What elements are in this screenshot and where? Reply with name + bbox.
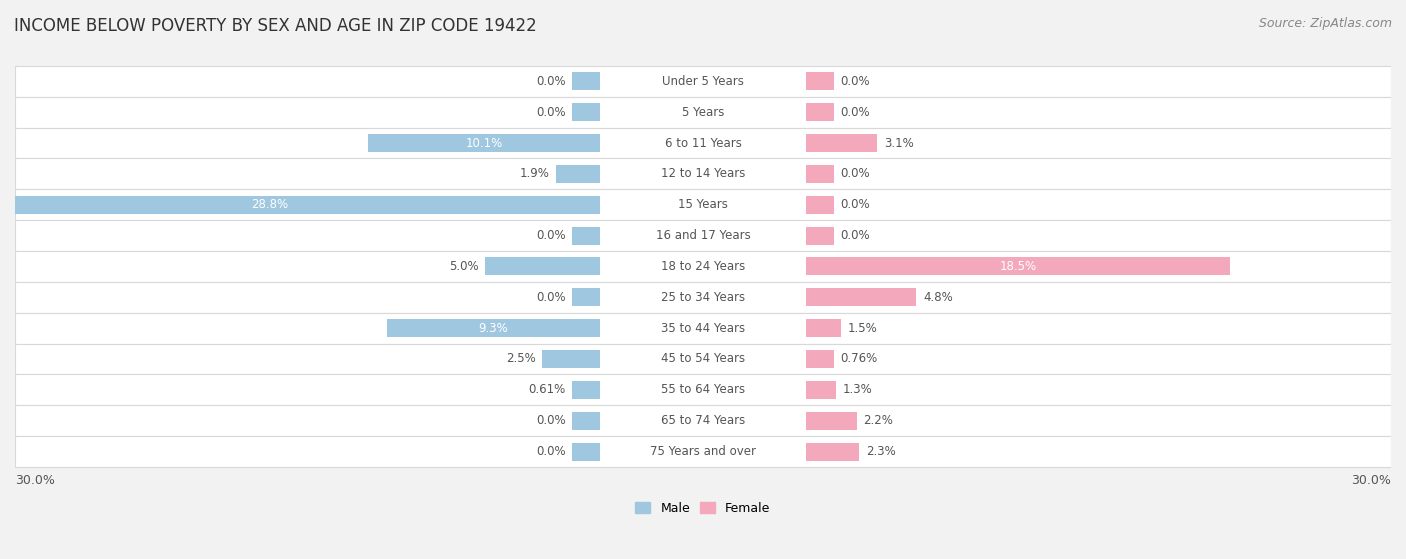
Bar — [485, 258, 600, 276]
Bar — [806, 103, 834, 121]
Bar — [15, 375, 1391, 405]
Bar — [15, 282, 1391, 312]
Bar — [557, 165, 600, 183]
Bar — [15, 66, 1391, 97]
Text: 18 to 24 Years: 18 to 24 Years — [661, 260, 745, 273]
Text: 0.61%: 0.61% — [529, 383, 565, 396]
Text: 30.0%: 30.0% — [15, 474, 55, 487]
Text: 5 Years: 5 Years — [682, 106, 724, 119]
Bar — [15, 436, 1391, 467]
Text: 0.0%: 0.0% — [536, 291, 565, 304]
Text: 9.3%: 9.3% — [478, 321, 508, 335]
Bar — [572, 443, 600, 461]
Bar — [806, 196, 834, 214]
Bar — [806, 165, 834, 183]
Text: 10.1%: 10.1% — [465, 136, 502, 149]
Bar — [368, 134, 600, 152]
Bar — [15, 97, 1391, 127]
Bar — [806, 412, 856, 430]
Text: 3.1%: 3.1% — [884, 136, 914, 149]
Text: 0.0%: 0.0% — [536, 445, 565, 458]
Bar — [806, 72, 834, 90]
Bar — [572, 412, 600, 430]
Bar — [387, 319, 600, 337]
Text: 75 Years and over: 75 Years and over — [650, 445, 756, 458]
Text: 0.0%: 0.0% — [841, 106, 870, 119]
Bar — [572, 288, 600, 306]
Bar — [543, 350, 600, 368]
Text: 30.0%: 30.0% — [1351, 474, 1391, 487]
Text: INCOME BELOW POVERTY BY SEX AND AGE IN ZIP CODE 19422: INCOME BELOW POVERTY BY SEX AND AGE IN Z… — [14, 17, 537, 35]
Text: 0.76%: 0.76% — [841, 353, 877, 366]
Bar — [572, 72, 600, 90]
Bar — [806, 226, 834, 244]
Bar — [806, 134, 877, 152]
Text: 55 to 64 Years: 55 to 64 Years — [661, 383, 745, 396]
Legend: Male, Female: Male, Female — [630, 497, 776, 520]
Bar — [572, 226, 600, 244]
Text: Under 5 Years: Under 5 Years — [662, 75, 744, 88]
Text: 0.0%: 0.0% — [841, 167, 870, 181]
Text: Source: ZipAtlas.com: Source: ZipAtlas.com — [1258, 17, 1392, 30]
Text: 45 to 54 Years: 45 to 54 Years — [661, 353, 745, 366]
Text: 5.0%: 5.0% — [449, 260, 478, 273]
Text: 0.0%: 0.0% — [536, 229, 565, 242]
Text: 65 to 74 Years: 65 to 74 Years — [661, 414, 745, 427]
Bar — [0, 196, 600, 214]
Bar — [806, 258, 1230, 276]
Text: 2.3%: 2.3% — [866, 445, 896, 458]
Text: 4.8%: 4.8% — [924, 291, 953, 304]
Text: 6 to 11 Years: 6 to 11 Years — [665, 136, 741, 149]
Bar — [806, 319, 841, 337]
Text: 0.0%: 0.0% — [841, 75, 870, 88]
Bar — [15, 312, 1391, 344]
Bar — [15, 127, 1391, 158]
Bar — [15, 190, 1391, 220]
Text: 16 and 17 Years: 16 and 17 Years — [655, 229, 751, 242]
Text: 0.0%: 0.0% — [841, 229, 870, 242]
Bar — [15, 405, 1391, 436]
Bar — [572, 103, 600, 121]
Bar — [15, 158, 1391, 190]
Text: 0.0%: 0.0% — [536, 106, 565, 119]
Bar — [806, 350, 834, 368]
Bar — [806, 381, 837, 399]
Text: 1.3%: 1.3% — [842, 383, 873, 396]
Bar — [806, 288, 917, 306]
Text: 2.5%: 2.5% — [506, 353, 536, 366]
Text: 0.0%: 0.0% — [536, 414, 565, 427]
Bar — [806, 443, 859, 461]
Bar — [15, 251, 1391, 282]
Text: 15 Years: 15 Years — [678, 198, 728, 211]
Text: 28.8%: 28.8% — [252, 198, 288, 211]
Text: 0.0%: 0.0% — [536, 75, 565, 88]
Text: 18.5%: 18.5% — [1000, 260, 1036, 273]
Text: 12 to 14 Years: 12 to 14 Years — [661, 167, 745, 181]
Text: 1.5%: 1.5% — [848, 321, 877, 335]
Text: 0.0%: 0.0% — [841, 198, 870, 211]
Text: 35 to 44 Years: 35 to 44 Years — [661, 321, 745, 335]
Bar — [572, 381, 600, 399]
Bar — [15, 344, 1391, 375]
Text: 1.9%: 1.9% — [519, 167, 550, 181]
Text: 25 to 34 Years: 25 to 34 Years — [661, 291, 745, 304]
Text: 2.2%: 2.2% — [863, 414, 893, 427]
Bar — [15, 220, 1391, 251]
